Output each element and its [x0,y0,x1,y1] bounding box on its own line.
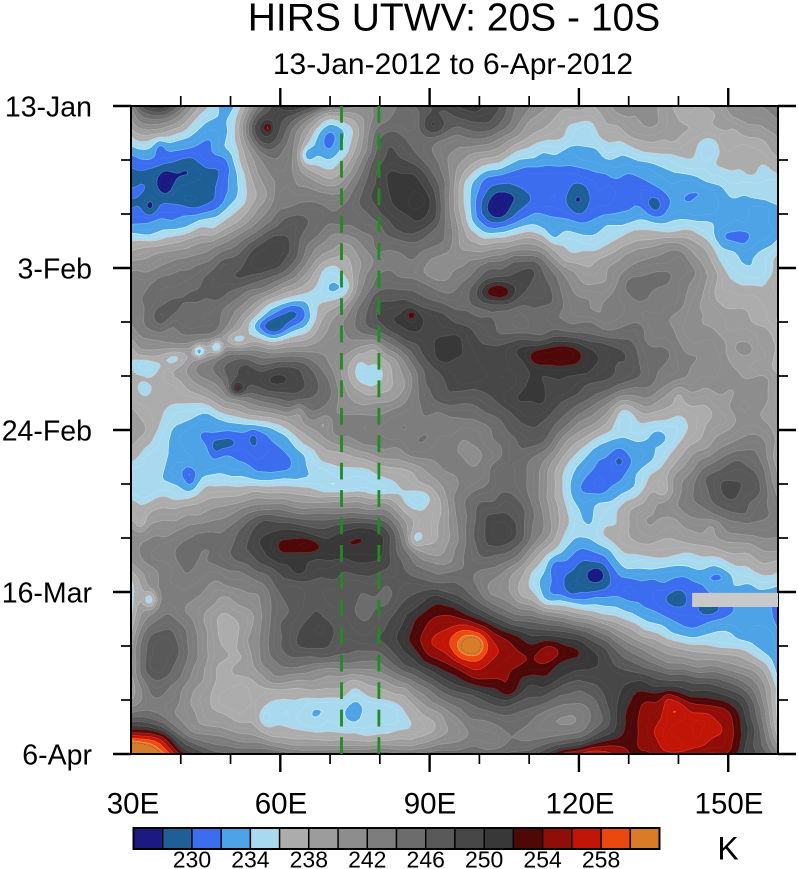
svg-text:234: 234 [231,846,270,869]
svg-text:30E: 30E [107,788,160,821]
svg-text:24-Feb: 24-Feb [2,415,92,447]
svg-text:246: 246 [407,846,445,869]
svg-text:250: 250 [465,846,503,869]
svg-text:230: 230 [173,846,211,869]
svg-text:K: K [717,830,738,866]
svg-text:90E: 90E [404,788,457,821]
svg-text:HIRS UTWV: 20S - 10S: HIRS UTWV: 20S - 10S [248,0,661,40]
svg-text:16-Mar: 16-Mar [2,577,93,609]
svg-text:150E: 150E [695,788,764,821]
svg-text:120E: 120E [546,788,615,821]
svg-text:242: 242 [348,846,386,869]
svg-text:258: 258 [582,846,620,869]
svg-text:13-Jan: 13-Jan [5,91,92,123]
svg-text:60E: 60E [255,788,308,821]
svg-text:3-Feb: 3-Feb [18,253,92,285]
svg-text:6-Apr: 6-Apr [22,739,92,771]
svg-text:254: 254 [523,846,562,869]
svg-text:13-Jan-2012 to 6-Apr-2012: 13-Jan-2012 to 6-Apr-2012 [273,48,633,81]
svg-text:238: 238 [290,846,328,869]
